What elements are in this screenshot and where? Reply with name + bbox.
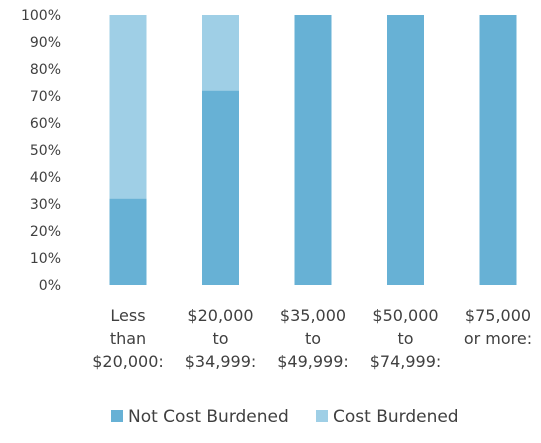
y-tick-label: 100% xyxy=(21,8,61,24)
x-category-label: $35,000 xyxy=(280,306,346,325)
y-tick-label: 50% xyxy=(30,143,61,159)
x-category-label: or more: xyxy=(464,329,532,348)
y-tick-label: 40% xyxy=(30,170,61,186)
bar-segment-cost-burdened xyxy=(202,15,239,91)
y-tick-label: 30% xyxy=(30,197,61,213)
legend-label: Cost Burdened xyxy=(333,407,459,427)
bar-segment-not-cost-burdened xyxy=(294,15,332,285)
x-category-label: $20,000 xyxy=(187,306,253,325)
y-tick-label: 20% xyxy=(30,224,61,240)
y-tick-label: 70% xyxy=(30,89,61,105)
legend-label: Not Cost Burdened xyxy=(128,407,289,427)
x-category-label: to xyxy=(212,329,228,348)
y-tick-label: 0% xyxy=(39,278,61,294)
x-category-label: than xyxy=(110,329,146,348)
x-category-label: $74,999: xyxy=(370,352,442,371)
bar-segment-cost-burdened xyxy=(109,15,147,199)
legend-swatch xyxy=(111,410,123,422)
bar-segment-not-cost-burdened xyxy=(109,198,147,285)
y-tick-label: 90% xyxy=(30,35,61,51)
legend-swatch xyxy=(316,410,328,422)
bar-segment-not-cost-burdened xyxy=(202,90,239,285)
x-category-label: $50,000 xyxy=(372,306,438,325)
y-tick-label: 80% xyxy=(30,62,61,78)
y-tick-label: 10% xyxy=(30,251,61,267)
bar-segment-not-cost-burdened xyxy=(387,15,424,285)
x-category-label: $20,000: xyxy=(92,352,164,371)
x-category-label: to xyxy=(305,329,321,348)
bar-segment-not-cost-burdened xyxy=(479,15,517,285)
x-category-label: Less xyxy=(110,306,145,325)
y-tick-label: 60% xyxy=(30,116,61,132)
x-category-label: $34,999: xyxy=(185,352,257,371)
x-category-label: $75,000 xyxy=(465,306,531,325)
x-category-label: to xyxy=(397,329,413,348)
x-category-label: $49,999: xyxy=(277,352,349,371)
